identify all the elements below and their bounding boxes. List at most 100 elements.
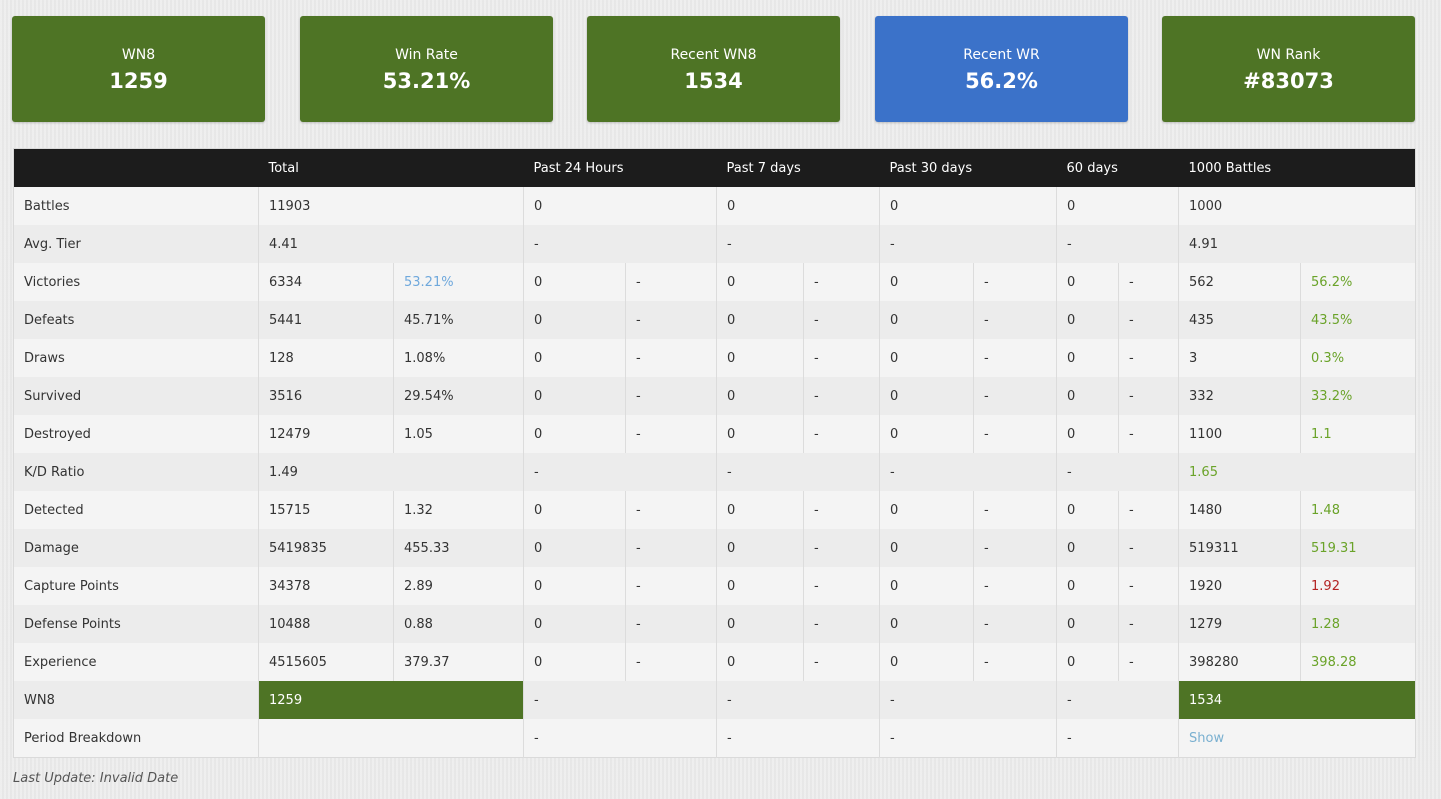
total-value: 12479 — [258, 415, 394, 453]
row-label: WN8 — [13, 681, 259, 719]
past-60d-pct: - — [1118, 263, 1179, 301]
card-value: 1534 — [684, 69, 743, 93]
show-breakdown-link[interactable]: Show — [1178, 719, 1416, 758]
battles-1000-value: 435 — [1178, 301, 1301, 339]
past-7d-pct: - — [803, 263, 880, 301]
past-7d-value: - — [716, 719, 880, 758]
past-24h-value: 0 — [523, 301, 626, 339]
past-7d-value: 0 — [716, 415, 804, 453]
past-7d-pct: - — [803, 377, 880, 415]
battles-1000-pct: 1.92 — [1300, 567, 1416, 605]
total-pct: 455.33 — [393, 529, 524, 567]
past-24h-pct: - — [624, 339, 717, 377]
header-past-7-days: Past 7 days — [716, 148, 880, 187]
past-30d-pct: - — [973, 263, 1057, 301]
total-value: 5419835 — [258, 529, 394, 567]
row-destroyed: Destroyed 12479 1.05 0 - 0 - 0 - 0 - 110… — [13, 415, 1416, 453]
total-value: 15715 — [258, 491, 394, 529]
row-label: Capture Points — [13, 567, 259, 605]
past-24h-pct: - — [624, 415, 717, 453]
past-30d-value: 0 — [879, 605, 974, 643]
past-60d-value: 0 — [1056, 187, 1179, 225]
past-30d-pct: - — [973, 605, 1057, 643]
total-pct: 2.89 — [393, 567, 524, 605]
header-1000-battles: 1000 Battles — [1178, 148, 1416, 187]
past-24h-value: 0 — [523, 605, 626, 643]
battles-1000-pct: 519.31 — [1300, 529, 1416, 567]
battles-1000-pct: 1.28 — [1300, 605, 1416, 643]
card-wn8: WN8 1259 — [12, 16, 265, 122]
past-60d-pct: - — [1118, 529, 1179, 567]
card-label: WN8 — [121, 47, 156, 63]
past-60d-value: 0 — [1056, 377, 1119, 415]
past-24h-value: 0 — [523, 529, 626, 567]
row-label: Draws — [13, 339, 259, 377]
past-30d-value: 0 — [879, 567, 974, 605]
battles-1000-value: 1920 — [1178, 567, 1301, 605]
row-kd-ratio: K/D Ratio 1.49 - - - - 1.65 — [13, 453, 1416, 491]
battles-1000-value: 1279 — [1178, 605, 1301, 643]
past-30d-value: 0 — [879, 415, 974, 453]
battles-1000-pct: 1.1 — [1300, 415, 1416, 453]
past-24h-value: - — [522, 719, 717, 758]
past-7d-value: 0 — [716, 263, 804, 301]
total-value: 6334 — [258, 263, 394, 301]
row-battles: Battles 11903 0 0 0 0 1000 — [13, 187, 1416, 225]
battles-1000-value: 1480 — [1178, 491, 1301, 529]
card-wn-rank: WN Rank #83073 — [1162, 16, 1415, 122]
past-30d-pct: - — [973, 339, 1057, 377]
card-recent-wr: Recent WR 56.2% — [875, 16, 1128, 122]
past-24h-value: 0 — [523, 491, 626, 529]
past-7d-value: 0 — [716, 605, 804, 643]
past-7d-pct: - — [803, 643, 880, 681]
past-7d-value: 0 — [716, 377, 804, 415]
past-30d-value: - — [879, 453, 1057, 491]
row-label: Battles — [13, 187, 259, 225]
past-24h-value: 0 — [523, 377, 626, 415]
row-label: Destroyed — [13, 415, 259, 453]
past-24h-value: 0 — [523, 415, 626, 453]
total-value: 128 — [258, 339, 394, 377]
total-pct: 53.21% — [393, 263, 524, 301]
row-label: Period Breakdown — [13, 719, 259, 758]
row-label: Survived — [13, 377, 259, 415]
past-24h-pct: - — [624, 263, 717, 301]
past-30d-value: - — [879, 225, 1057, 263]
past-30d-value: 0 — [879, 187, 1057, 225]
battles-1000-pct: 0.3% — [1300, 339, 1416, 377]
past-60d-pct: - — [1118, 339, 1179, 377]
past-60d-pct: - — [1118, 605, 1179, 643]
total-pct: 29.54% — [393, 377, 524, 415]
past-30d-value: - — [879, 681, 1057, 719]
past-30d-value: 0 — [879, 529, 974, 567]
total-pct: 0.88 — [393, 605, 524, 643]
past-24h-value: - — [522, 681, 717, 719]
past-30d-value: - — [879, 719, 1057, 758]
total-pct: 1.08% — [393, 339, 524, 377]
past-30d-value: 0 — [879, 339, 974, 377]
past-24h-pct: - — [624, 301, 717, 339]
past-7d-pct: - — [803, 605, 880, 643]
row-victories: Victories 6334 53.21% 0 - 0 - 0 - 0 - 56… — [13, 263, 1416, 301]
past-24h-pct: - — [624, 491, 717, 529]
row-avg-tier: Avg. Tier 4.41 - - - - 4.91 — [13, 225, 1416, 263]
total-value: 34378 — [258, 567, 394, 605]
battles-1000-value: 332 — [1178, 377, 1301, 415]
header-past-30-days: Past 30 days — [879, 148, 1057, 187]
card-value: 56.2% — [965, 69, 1038, 93]
battles-1000-value: 1000 — [1178, 187, 1416, 225]
row-experience: Experience 4515605 379.37 0 - 0 - 0 - 0 … — [13, 643, 1416, 681]
past-24h-value: 0 — [523, 339, 626, 377]
past-60d-value: 0 — [1056, 529, 1119, 567]
past-60d-value: 0 — [1056, 643, 1119, 681]
past-60d-value: - — [1056, 681, 1179, 719]
row-period-breakdown: Period Breakdown - - - - Show — [13, 719, 1416, 758]
past-7d-value: - — [716, 681, 880, 719]
row-damage: Damage 5419835 455.33 0 - 0 - 0 - 0 - 51… — [13, 529, 1416, 567]
past-60d-pct: - — [1118, 301, 1179, 339]
past-60d-value: 0 — [1056, 491, 1119, 529]
row-label: Avg. Tier — [13, 225, 259, 263]
battles-1000-pct: 43.5% — [1300, 301, 1416, 339]
past-30d-value: 0 — [879, 643, 974, 681]
row-label: Defense Points — [13, 605, 259, 643]
